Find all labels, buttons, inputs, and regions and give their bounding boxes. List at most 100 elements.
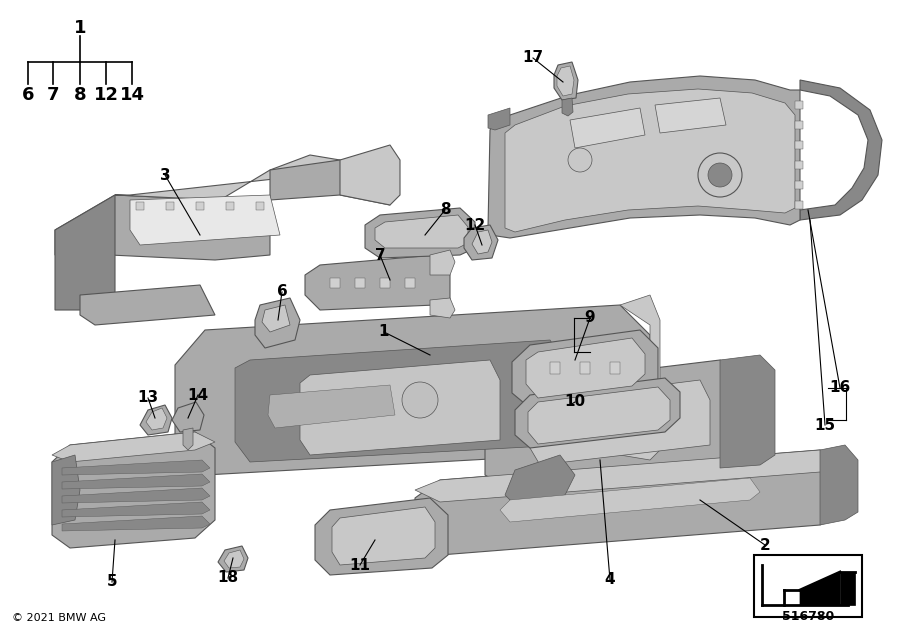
Circle shape <box>708 163 732 187</box>
Polygon shape <box>562 98 573 116</box>
Polygon shape <box>795 201 803 209</box>
Polygon shape <box>268 385 395 428</box>
Polygon shape <box>355 278 365 288</box>
Circle shape <box>698 153 742 197</box>
Polygon shape <box>840 572 855 605</box>
Polygon shape <box>485 360 760 492</box>
Circle shape <box>402 382 438 418</box>
Polygon shape <box>55 195 115 310</box>
Polygon shape <box>62 502 210 517</box>
Polygon shape <box>130 195 280 245</box>
Polygon shape <box>795 181 803 189</box>
Polygon shape <box>795 141 803 149</box>
Polygon shape <box>505 455 575 510</box>
Polygon shape <box>330 278 340 288</box>
Polygon shape <box>80 285 215 325</box>
Polygon shape <box>52 432 215 462</box>
Text: 4: 4 <box>605 573 616 588</box>
Bar <box>754 555 862 617</box>
Text: 14: 14 <box>120 86 145 104</box>
Text: 5: 5 <box>107 575 117 590</box>
Polygon shape <box>528 387 670 444</box>
Text: 8: 8 <box>440 202 450 217</box>
Polygon shape <box>655 98 726 133</box>
Polygon shape <box>183 428 193 450</box>
Polygon shape <box>720 355 775 468</box>
Text: © 2021 BMW AG: © 2021 BMW AG <box>12 613 106 623</box>
Polygon shape <box>365 208 475 258</box>
Polygon shape <box>800 572 840 605</box>
Text: 16: 16 <box>830 381 850 396</box>
Polygon shape <box>620 295 660 460</box>
Polygon shape <box>140 405 172 435</box>
Polygon shape <box>415 450 845 555</box>
Polygon shape <box>488 108 510 130</box>
Polygon shape <box>52 455 80 525</box>
Text: 9: 9 <box>585 311 595 326</box>
Polygon shape <box>332 507 435 565</box>
Text: 17: 17 <box>522 50 544 66</box>
Text: 13: 13 <box>138 391 158 406</box>
Polygon shape <box>270 160 390 205</box>
Polygon shape <box>430 298 455 318</box>
Polygon shape <box>62 488 210 503</box>
Text: 1: 1 <box>74 19 86 37</box>
Circle shape <box>568 148 592 172</box>
Polygon shape <box>488 76 800 238</box>
Polygon shape <box>315 498 448 575</box>
Text: 3: 3 <box>159 168 170 183</box>
Text: 2: 2 <box>760 537 770 553</box>
Text: 6: 6 <box>22 86 34 104</box>
Polygon shape <box>218 546 248 572</box>
Polygon shape <box>175 305 650 475</box>
Polygon shape <box>554 62 578 100</box>
Polygon shape <box>500 478 760 522</box>
Polygon shape <box>550 362 560 374</box>
Polygon shape <box>62 460 210 475</box>
Polygon shape <box>300 360 500 455</box>
Polygon shape <box>172 402 204 432</box>
Polygon shape <box>464 225 498 260</box>
Polygon shape <box>570 108 645 148</box>
Polygon shape <box>505 89 795 232</box>
Polygon shape <box>256 202 264 210</box>
Text: 15: 15 <box>814 418 835 433</box>
Polygon shape <box>795 101 803 109</box>
Text: 10: 10 <box>564 394 586 410</box>
Polygon shape <box>55 195 270 260</box>
Polygon shape <box>226 202 234 210</box>
Polygon shape <box>52 432 215 548</box>
Polygon shape <box>795 121 803 129</box>
Text: 11: 11 <box>349 558 371 573</box>
Polygon shape <box>262 305 290 332</box>
Text: 7: 7 <box>47 86 59 104</box>
Polygon shape <box>526 338 645 398</box>
Polygon shape <box>415 450 845 502</box>
Polygon shape <box>512 330 658 408</box>
Polygon shape <box>530 380 710 465</box>
Polygon shape <box>305 255 450 310</box>
Polygon shape <box>795 161 803 169</box>
Text: 8: 8 <box>74 86 86 104</box>
Polygon shape <box>800 80 882 220</box>
Polygon shape <box>340 145 400 205</box>
Polygon shape <box>820 445 858 525</box>
Polygon shape <box>235 340 565 462</box>
Polygon shape <box>430 250 455 275</box>
Text: 12: 12 <box>464 217 486 232</box>
Polygon shape <box>515 378 680 448</box>
Polygon shape <box>115 155 340 200</box>
Polygon shape <box>405 278 415 288</box>
Text: 7: 7 <box>374 248 385 263</box>
Polygon shape <box>610 362 620 374</box>
Text: 18: 18 <box>218 571 238 585</box>
Polygon shape <box>580 362 590 374</box>
Polygon shape <box>224 550 244 568</box>
Polygon shape <box>375 215 468 248</box>
Text: 12: 12 <box>94 86 119 104</box>
Polygon shape <box>62 516 210 531</box>
Text: 1: 1 <box>379 324 389 340</box>
Polygon shape <box>557 66 574 96</box>
Polygon shape <box>380 278 390 288</box>
Polygon shape <box>166 202 174 210</box>
